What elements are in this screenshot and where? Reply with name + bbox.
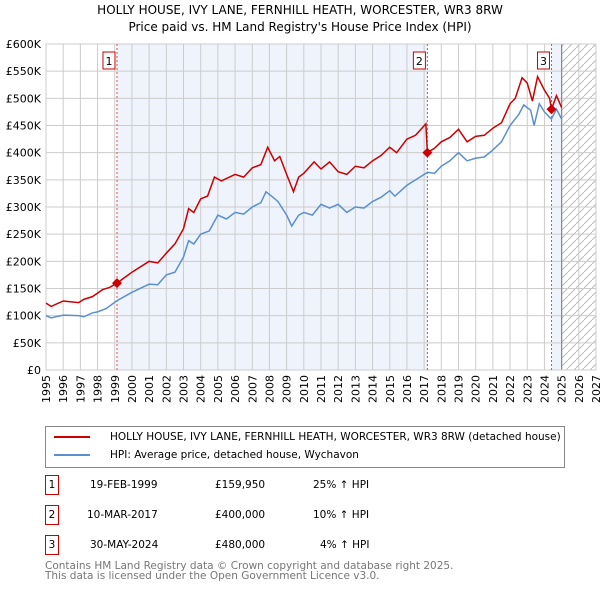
- y-tick-label: £50K: [13, 337, 42, 350]
- legend-label: HOLLY HOUSE, IVY LANE, FERNHILL HEATH, W…: [110, 431, 561, 443]
- y-tick-label: £250K: [6, 228, 42, 241]
- x-tick-label: 2010: [298, 375, 311, 403]
- y-tick-label: £400K: [6, 147, 42, 160]
- sale-point: [111, 278, 122, 289]
- x-tick-label: 2007: [246, 375, 259, 403]
- sale-point: [546, 104, 557, 115]
- x-tick-label: 2023: [521, 375, 534, 403]
- x-tick-label: 2026: [573, 375, 586, 403]
- x-tick-label: 2022: [504, 375, 517, 403]
- y-tick-label: £450K: [6, 120, 42, 133]
- x-tick-label: 1995: [40, 375, 53, 403]
- series-line: [45, 101, 563, 319]
- table-row: 2 10-MAR-2017 £400,000 10% ↑ HPI: [45, 505, 445, 525]
- sale-hpi-diff: 4% ↑ HPI: [320, 539, 370, 551]
- x-tick-label: 2001: [143, 375, 156, 403]
- y-tick-label: £100K: [6, 310, 42, 323]
- y-tick-label: £350K: [6, 174, 42, 187]
- x-tick-label: 2024: [538, 375, 551, 403]
- sale-marker-number: 3: [45, 535, 59, 555]
- y-tick-label: £600K: [6, 38, 42, 51]
- x-tick-label: 1999: [109, 375, 122, 403]
- sale-label-box: [102, 51, 116, 70]
- plot-border: [45, 43, 597, 371]
- chart-title: HOLLY HOUSE, IVY LANE, FERNHILL HEATH, W…: [97, 3, 503, 17]
- sale-marker-number: 1: [45, 475, 59, 495]
- x-tick-label: 1997: [74, 375, 87, 403]
- sale-label-number: 3: [540, 55, 547, 68]
- y-tick-label: £500K: [6, 92, 42, 105]
- x-tick-label: 2018: [435, 375, 448, 403]
- x-tick-label: 1998: [92, 375, 105, 403]
- sale-date: 10-MAR-2017: [87, 509, 158, 521]
- x-tick-label: 2027: [590, 375, 600, 403]
- x-tick-label: 2025: [556, 375, 569, 403]
- legend-label: HPI: Average price, detached house, Wych…: [110, 449, 359, 461]
- x-tick-label: 2002: [160, 375, 173, 403]
- x-tick-label: 2019: [453, 375, 466, 403]
- y-tick-label: £550K: [6, 65, 42, 78]
- x-tick-label: 1996: [57, 375, 70, 403]
- sale-date: 19-FEB-1999: [90, 479, 158, 491]
- sale-price: £159,950: [215, 479, 266, 491]
- legend-swatch-red: [54, 436, 90, 438]
- legend-swatch-blue: [54, 454, 90, 456]
- sale-label-box: [412, 51, 426, 70]
- legend-item-property: HOLLY HOUSE, IVY LANE, FERNHILL HEATH, W…: [54, 431, 561, 443]
- x-tick-label: 2015: [384, 375, 397, 403]
- sale-price: £480,000: [215, 539, 266, 551]
- footer-licence: This data is licensed under the Open Gov…: [45, 570, 380, 582]
- x-tick-label: 2014: [367, 375, 380, 403]
- chart-subtitle: Price paid vs. HM Land Registry's House …: [128, 20, 472, 34]
- x-tick-label: 2005: [212, 375, 225, 403]
- x-tick-label: 2016: [401, 375, 414, 403]
- sale-price: £400,000: [215, 509, 266, 521]
- x-tick-label: 2003: [178, 375, 191, 403]
- series-line: [45, 74, 563, 308]
- legend-item-hpi: HPI: Average price, detached house, Wych…: [54, 449, 359, 461]
- x-tick-label: 2021: [487, 375, 500, 403]
- table-row: 1 19-FEB-1999 £159,950 25% ↑ HPI: [45, 475, 445, 495]
- sale-hpi-diff: 25% ↑ HPI: [313, 479, 370, 491]
- y-tick-label: £0: [27, 364, 41, 377]
- x-tick-label: 2006: [229, 375, 242, 403]
- y-tick-label: £200K: [6, 255, 42, 268]
- y-tick-label: £150K: [6, 283, 42, 296]
- sale-hpi-diff: 10% ↑ HPI: [313, 509, 370, 521]
- sale-marker-number: 2: [45, 505, 59, 525]
- x-tick-label: 2013: [349, 375, 362, 403]
- x-tick-label: 2009: [281, 375, 294, 403]
- x-tick-label: 2011: [315, 375, 328, 403]
- x-tick-label: 2004: [195, 375, 208, 403]
- plot-area: 1995 1996 1997 1998 1999 2000 2001 2002 2003 2004…: [6, 38, 600, 403]
- sale-label-number: 2: [416, 55, 423, 68]
- footer: Contains HM Land Registry data © Crown c…: [45, 560, 454, 582]
- sale-date: 30-MAY-2024: [90, 539, 159, 551]
- x-tick-label: 2012: [332, 375, 345, 403]
- x-tick-label: 2017: [418, 375, 431, 403]
- x-tick-label: 2000: [126, 375, 139, 403]
- legend: HOLLY HOUSE, IVY LANE, FERNHILL HEATH, W…: [45, 426, 565, 468]
- sale-point: [422, 147, 433, 158]
- sale-label-box: [536, 51, 550, 70]
- y-tick-label: £300K: [6, 201, 42, 214]
- x-tick-label: 2020: [470, 375, 483, 403]
- table-row: 3 30-MAY-2024 £480,000 4% ↑ HPI: [45, 535, 445, 555]
- sale-label-number: 1: [105, 55, 112, 68]
- x-tick-label: 2008: [263, 375, 276, 403]
- footer-copyright: Contains HM Land Registry data © Crown c…: [45, 560, 454, 572]
